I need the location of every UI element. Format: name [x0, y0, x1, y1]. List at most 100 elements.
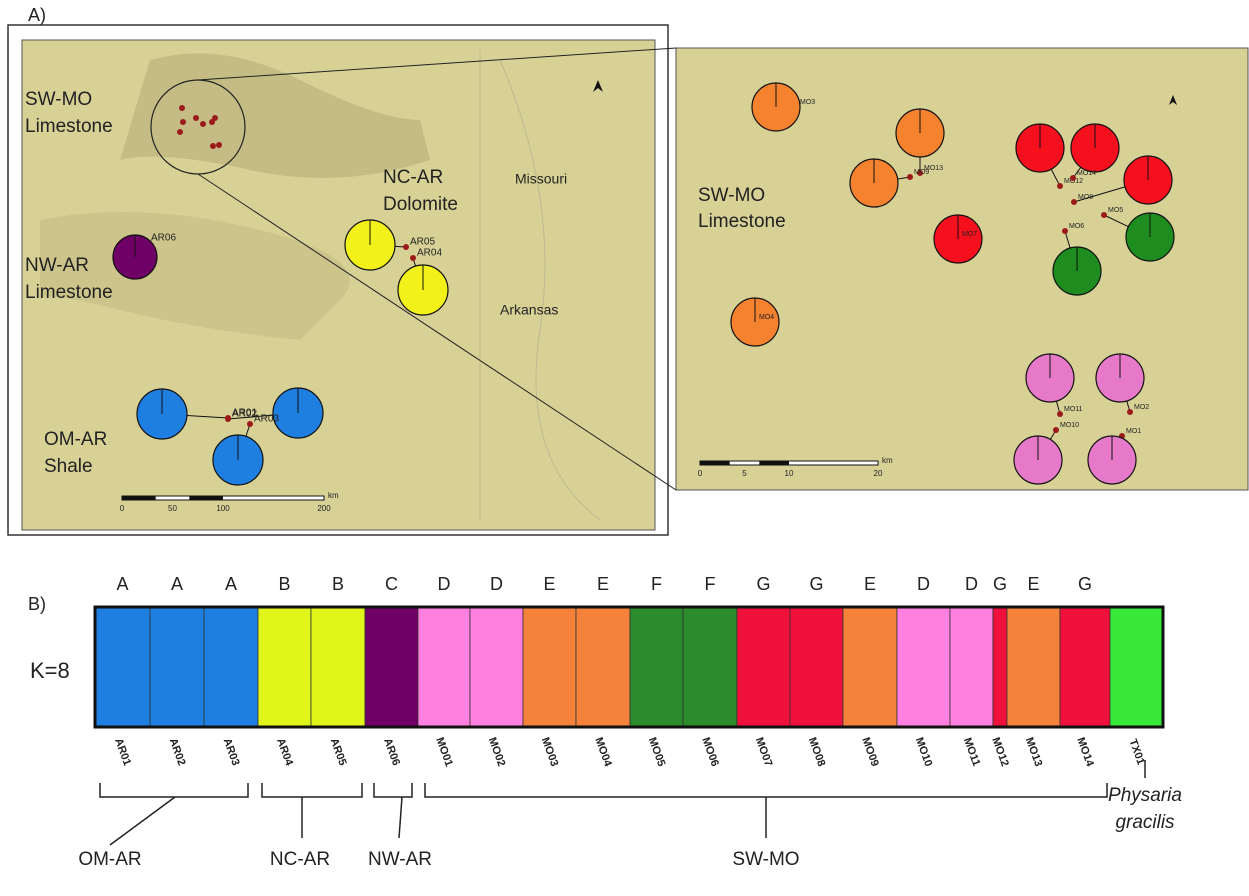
population-label: AR03: [221, 737, 242, 768]
population-bar: [630, 607, 683, 727]
scale-label: 50: [168, 504, 177, 513]
site-dot: [907, 174, 913, 180]
panel-label: B): [28, 594, 46, 614]
population-bar: [1110, 607, 1163, 727]
scale-bar: [122, 496, 156, 500]
site-label: AR05: [410, 237, 435, 248]
site-dot: [1062, 228, 1068, 234]
population-bar: [258, 607, 311, 727]
bracket: [100, 783, 248, 797]
cluster-label: A: [225, 574, 237, 594]
region-label: NW-AR: [25, 255, 89, 276]
site-label: MO10: [1060, 422, 1079, 429]
population-label: MO07: [753, 736, 775, 768]
population-label: AR01: [112, 737, 133, 768]
scale-label: km: [882, 456, 893, 465]
population-bar: [418, 607, 470, 727]
region-label: Dolomite: [383, 194, 458, 215]
site-label: MO4: [759, 314, 774, 321]
population-label: MO03: [539, 736, 561, 768]
population-bar: [683, 607, 737, 727]
cluster-label: E: [1027, 574, 1039, 594]
population-label: MO08: [806, 736, 828, 768]
group-label: Physaria: [1108, 785, 1182, 806]
site-label: AR03: [254, 414, 279, 425]
region-label: Limestone: [698, 211, 786, 232]
site-label: MO1: [1126, 428, 1141, 435]
population-label: MO02: [486, 736, 508, 768]
population-bar: [843, 607, 897, 727]
cluster-label: E: [543, 574, 555, 594]
population-label: MO12: [989, 736, 1011, 768]
population-label: MO11: [961, 736, 982, 768]
k-label: K=8: [30, 658, 70, 683]
population-bar: [470, 607, 523, 727]
region-label: Shale: [44, 456, 93, 477]
population-label: MO04: [592, 736, 614, 769]
site-dot: [1070, 175, 1076, 181]
cluster-label: F: [651, 574, 662, 594]
site-dot: [1057, 411, 1063, 417]
site-label: MO11: [1064, 406, 1083, 413]
site-label: MO3: [800, 99, 815, 106]
bracket-stem: [110, 797, 175, 845]
site-dot: [403, 244, 409, 250]
region-label: SW-MO: [25, 89, 92, 110]
site-label: AR04: [417, 248, 442, 259]
population-label: MO14: [1074, 736, 1096, 769]
population-label: MO05: [646, 736, 668, 768]
site-label: AR06: [151, 233, 176, 244]
cluster-label: B: [278, 574, 290, 594]
scale-label: 0: [120, 504, 125, 513]
scale-label: 5: [742, 469, 747, 478]
population-label: AR06: [381, 737, 402, 768]
bracket: [262, 783, 362, 797]
region-label: SW-MO: [698, 185, 765, 206]
scale-label: 0: [698, 469, 703, 478]
population-bar: [365, 607, 418, 727]
population-label: MO10: [913, 736, 935, 768]
site-dot: [247, 421, 253, 427]
group-label: SW-MO: [732, 849, 799, 870]
cluster-label: D: [490, 574, 503, 594]
scale-bar: [700, 461, 730, 465]
cluster-label: G: [756, 574, 770, 594]
population-bar: [897, 607, 950, 727]
site-label: MO8: [1078, 194, 1093, 201]
site-dot: [1071, 199, 1077, 205]
panel-label: A): [28, 5, 46, 25]
population-bar: [523, 607, 576, 727]
population-bar: [737, 607, 790, 727]
bracket: [425, 783, 1107, 797]
cluster-label: D: [965, 574, 978, 594]
group-label: NW-AR: [368, 849, 432, 870]
site-label: MO5: [1108, 207, 1123, 214]
population-bar: [150, 607, 204, 727]
site-label: MO7: [962, 231, 977, 238]
population-bar: [993, 607, 1007, 727]
scale-bar: [759, 461, 789, 465]
cluster-label: A: [116, 574, 128, 594]
population-bar: [95, 607, 150, 727]
cluster-label: E: [864, 574, 876, 594]
region-label: Limestone: [25, 116, 113, 137]
population-label: AR05: [328, 737, 349, 768]
region-label: Limestone: [25, 282, 113, 303]
population-label: MO01: [433, 736, 455, 768]
state-label: Arkansas: [500, 302, 558, 318]
state-label: Missouri: [515, 171, 567, 187]
cluster-label: C: [385, 574, 398, 594]
cluster-label: F: [705, 574, 716, 594]
population-label: AR02: [167, 737, 188, 768]
population-bar: [1060, 607, 1110, 727]
scale-label: 20: [874, 469, 883, 478]
site-label: MO6: [1069, 223, 1084, 230]
population-bar: [1007, 607, 1060, 727]
cluster-label: D: [917, 574, 930, 594]
region-label: OM-AR: [44, 429, 107, 450]
scale-label: km: [328, 491, 339, 500]
population-label: TX01: [1126, 738, 1146, 767]
site-dot: [1057, 183, 1063, 189]
bracket: [374, 783, 412, 797]
population-label: AR04: [274, 737, 295, 768]
